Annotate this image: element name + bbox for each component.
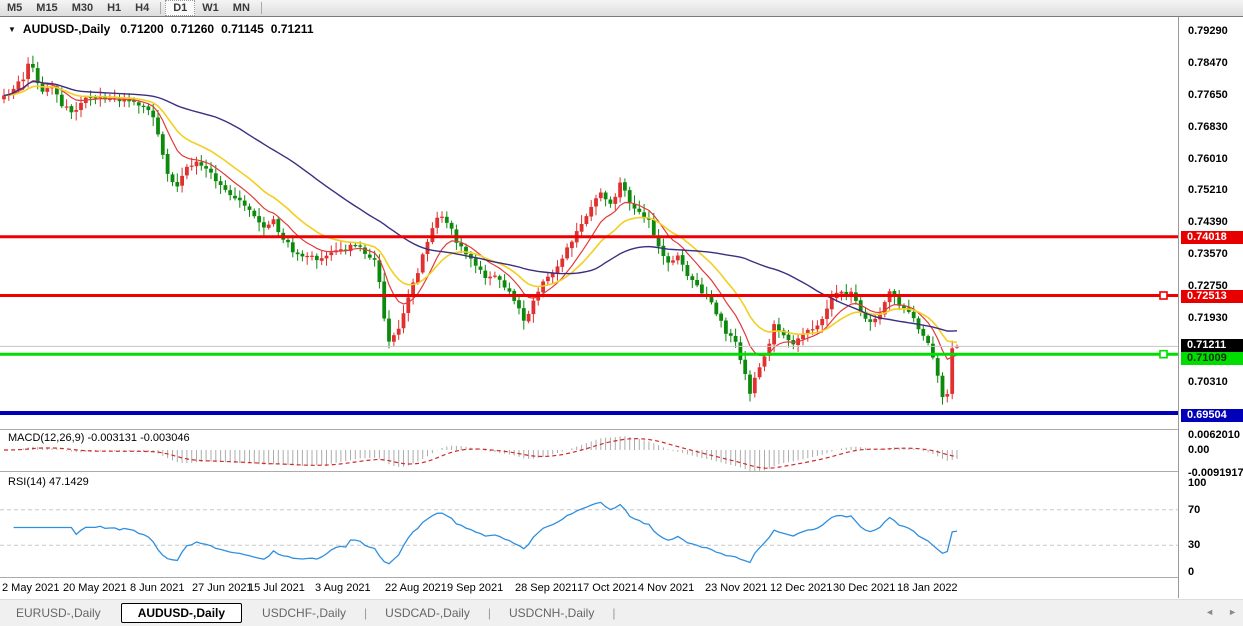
separator-main-macd[interactable] <box>0 429 1243 430</box>
toolbar-separator <box>260 2 262 14</box>
date-tick: 20 May 2021 <box>63 582 127 594</box>
tabs-scroll-right-icon[interactable]: ► <box>1228 607 1237 617</box>
rsi-line <box>13 501 958 565</box>
date-tick: 22 Aug 2021 <box>385 582 447 594</box>
rsi-axis-label: 0 <box>1188 565 1195 578</box>
timeframe-button-mn[interactable]: MN <box>232 2 250 14</box>
price-tick: 0.73570 <box>1188 248 1228 261</box>
hline-0.71009-handle[interactable] <box>1159 349 1168 359</box>
chart-title: ▼ AUDUSD-,Daily 0.71200 0.71260 0.71145 … <box>8 22 321 36</box>
tabs-scroll-left-icon[interactable]: ◄ <box>1205 607 1215 617</box>
price-badge: 0.69504 <box>1181 408 1243 422</box>
date-tick: 23 Nov 2021 <box>705 582 768 594</box>
price-tick: 0.79290 <box>1188 25 1228 37</box>
timeframe-button-m5[interactable]: M5 <box>7 2 23 14</box>
symbol-tabbar: EURUSD-,Daily AUDUSD-,Daily USDCHF-,Daily |… <box>0 599 1243 626</box>
timeframe-button-w1[interactable]: W1 <box>202 2 219 14</box>
price-axis[interactable]: 0.79290 0.78470 0.77650 0.76830 0.76010 0.752… <box>1178 17 1243 598</box>
price-tick: 0.78470 <box>1188 57 1228 69</box>
tab-separator: | <box>612 606 616 620</box>
rsi-axis-label: 100 <box>1188 477 1207 489</box>
price-badge: 0.72513 <box>1181 289 1243 303</box>
date-tick: 8 Jun 2021 <box>130 582 185 594</box>
price-badge: 0.74018 <box>1181 230 1243 244</box>
date-tick: 28 Sep 2021 <box>515 582 578 594</box>
macd-axis-label: 0.0062010 <box>1188 428 1240 441</box>
macd-histogram <box>8 436 958 471</box>
ma-fast-line <box>3 80 958 360</box>
price-tick: 0.75210 <box>1188 184 1228 197</box>
ma-mid-line <box>3 85 958 344</box>
price-tick: 0.71930 <box>1188 312 1228 325</box>
date-tick: 3 Aug 2021 <box>315 582 371 594</box>
price-tick: 0.70310 <box>1188 375 1228 388</box>
price-badge: 0.71009 <box>1181 352 1243 366</box>
timeframe-toolbar: M5 M15 M30 H1 H4 D1 W1 MN <box>0 0 1243 17</box>
ohlc-close: 0.71211 <box>270 22 314 36</box>
price-tick: 0.72750 <box>1188 280 1228 293</box>
symbol-tab-usdchf[interactable]: USDCHF-,Daily <box>262 606 347 620</box>
macd-label: MACD(12,26,9) -0.003131 -0.003046 <box>8 432 190 444</box>
symbol-tab-usdcnh[interactable]: USDCNH-,Daily <box>508 606 595 620</box>
toolbar-separator <box>160 2 162 14</box>
chart-canvas[interactable] <box>0 0 1178 599</box>
ohlc-high: 0.71260 <box>170 22 215 36</box>
tab-separator: | <box>364 606 368 620</box>
timeframe-button-m30[interactable]: M30 <box>71 2 94 14</box>
symbol-tab-eurusd[interactable]: EURUSD-,Daily <box>16 606 101 620</box>
date-tick: 30 Dec 2021 <box>833 582 896 594</box>
timeframe-button-m15[interactable]: M15 <box>36 2 58 14</box>
ma-slow-line <box>3 80 958 332</box>
hline-0.72513-handle[interactable] <box>1159 291 1168 300</box>
timeframe-button-h4[interactable]: H4 <box>135 2 150 14</box>
separator-rsi-dates <box>0 577 1243 578</box>
macd-axis-label: 0.00 <box>1188 444 1210 456</box>
candlesticks <box>2 55 959 405</box>
date-tick: 18 Jan 2022 <box>897 582 958 594</box>
collapse-triangle-icon[interactable]: ▼ <box>8 24 16 34</box>
symbol-tab-audusd[interactable]: AUDUSD-,Daily <box>120 603 243 623</box>
price-tick: 0.74390 <box>1188 216 1228 229</box>
date-tick: 2 May 2021 <box>2 582 60 594</box>
symbol-tab-usdcad[interactable]: USDCAD-,Daily <box>385 606 470 620</box>
price-badge: 0.71211 <box>1181 339 1243 353</box>
ohlc-low: 0.71145 <box>221 22 264 36</box>
price-tick: 0.77650 <box>1188 89 1228 102</box>
ohlc-open: 0.71200 <box>120 22 164 36</box>
tab-separator: | <box>487 606 491 620</box>
rsi-axis-label: 30 <box>1188 539 1201 552</box>
price-tick: 0.76010 <box>1188 153 1228 166</box>
date-tick: 15 Jul 2021 <box>248 582 305 594</box>
timeframe-button-h1[interactable]: H1 <box>107 2 122 14</box>
macd-axis-label: -0.0091917 <box>1188 467 1243 479</box>
date-axis[interactable]: 2 May 2021 20 May 2021 8 Jun 2021 27 Jun 20… <box>0 578 1178 599</box>
date-tick: 27 Jun 2021 <box>192 582 253 594</box>
separator-macd-rsi[interactable] <box>0 471 1243 472</box>
date-tick: 4 Nov 2021 <box>638 582 695 594</box>
rsi-axis-label: 70 <box>1188 503 1201 516</box>
date-tick: 9 Sep 2021 <box>447 582 504 594</box>
date-tick: 12 Dec 2021 <box>770 582 833 594</box>
timeframe-button-d1[interactable]: D1 <box>165 0 196 16</box>
price-tick: 0.76830 <box>1188 121 1228 134</box>
rsi-label: RSI(14) 47.1429 <box>8 476 89 488</box>
date-tick: 17 Oct 2021 <box>577 582 637 594</box>
symbol-label: AUDUSD-,Daily <box>22 22 111 36</box>
